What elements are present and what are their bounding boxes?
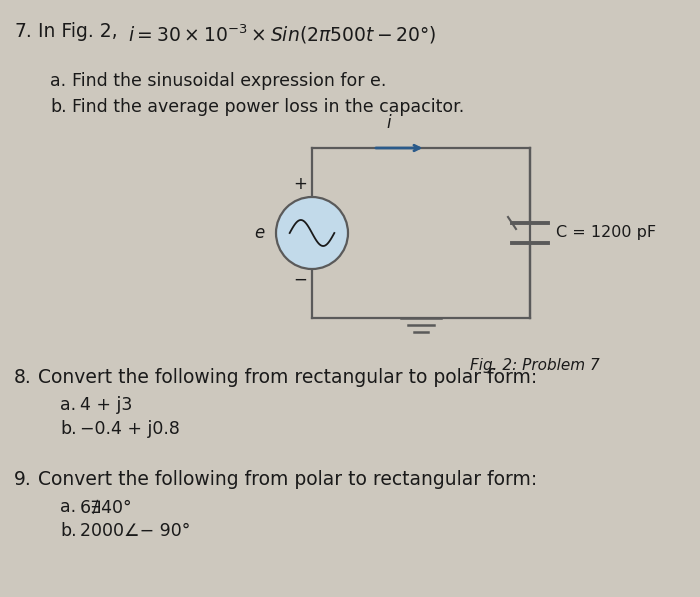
Text: 7.: 7. [14, 22, 32, 41]
Text: Find the sinusoidal expression for e.: Find the sinusoidal expression for e. [72, 72, 386, 90]
Text: i: i [387, 114, 391, 132]
Text: a.: a. [60, 498, 76, 516]
Text: e: e [253, 224, 264, 242]
Text: 9.: 9. [14, 470, 32, 489]
Text: $i = 30\times10^{-3}\times Sin(2\pi500t-20°)$: $i = 30\times10^{-3}\times Sin(2\pi500t-… [128, 22, 437, 45]
Text: In Fig. 2,: In Fig. 2, [38, 22, 124, 41]
Text: Fig. 2: Problem 7: Fig. 2: Problem 7 [470, 358, 600, 373]
Text: 2000∠− 90°: 2000∠− 90° [80, 522, 190, 540]
Text: 4 + j3: 4 + j3 [80, 396, 132, 414]
Circle shape [276, 197, 348, 269]
Text: −0.4 + j0.8: −0.4 + j0.8 [80, 420, 180, 438]
Text: 8.: 8. [14, 368, 32, 387]
Text: a.: a. [50, 72, 66, 90]
Text: Find the average power loss in the capacitor.: Find the average power loss in the capac… [72, 98, 464, 116]
Text: a.: a. [60, 396, 76, 414]
Text: b.: b. [60, 522, 76, 540]
Text: +: + [293, 175, 307, 193]
Text: −: − [293, 271, 307, 289]
Text: Convert the following from rectangular to polar form:: Convert the following from rectangular t… [38, 368, 538, 387]
Text: b.: b. [50, 98, 66, 116]
Text: 6∄40°: 6∄40° [80, 498, 132, 516]
Text: b.: b. [60, 420, 76, 438]
Text: Convert the following from polar to rectangular form:: Convert the following from polar to rect… [38, 470, 538, 489]
Text: C = 1200 pF: C = 1200 pF [556, 226, 656, 241]
